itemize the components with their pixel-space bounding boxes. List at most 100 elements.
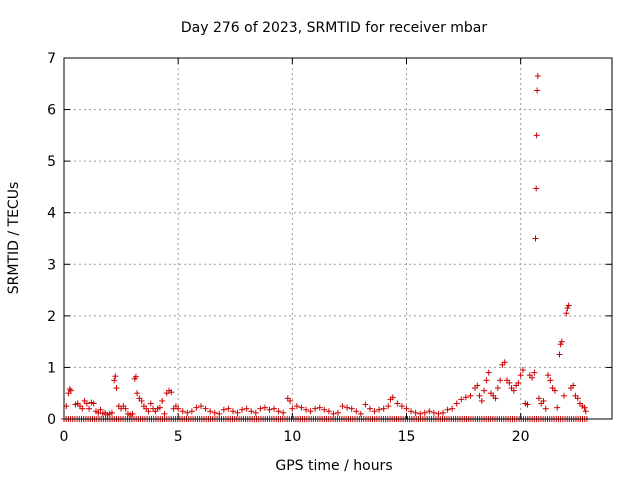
data-point	[362, 401, 369, 408]
y-tick-label: 5	[47, 154, 56, 170]
data-point	[156, 404, 163, 411]
data-point	[335, 409, 341, 416]
data-point	[95, 409, 102, 416]
data-point	[534, 73, 541, 80]
plot-frame	[63, 57, 613, 420]
data-point	[266, 406, 273, 413]
data-point	[261, 404, 268, 411]
data-point	[211, 409, 218, 416]
data-point	[408, 408, 415, 415]
data-point	[389, 394, 396, 401]
data-point	[90, 400, 97, 407]
data-point	[353, 408, 360, 415]
y-tick-label: 7	[47, 51, 56, 67]
data-point	[403, 405, 410, 412]
data-point	[161, 410, 168, 417]
data-point	[111, 377, 118, 384]
data-point	[339, 403, 346, 410]
data-point	[510, 387, 517, 394]
data-point	[220, 406, 227, 413]
data-point	[515, 379, 522, 386]
data-point	[108, 409, 115, 416]
data-point	[440, 409, 447, 416]
data-point	[481, 387, 488, 394]
data-point	[79, 405, 86, 412]
y-tick-label: 2	[47, 309, 56, 325]
data-point	[554, 404, 561, 411]
data-point	[497, 377, 504, 384]
y-axis-title: SRMTID / TECUs	[6, 182, 22, 295]
data-point	[132, 373, 139, 380]
data-point	[485, 369, 492, 376]
data-point	[535, 395, 542, 402]
data-point	[534, 87, 541, 94]
data-point	[398, 403, 405, 410]
data-point	[179, 408, 186, 415]
data-point	[385, 403, 392, 410]
data-point	[570, 382, 577, 389]
data-point	[325, 408, 332, 415]
data-point	[83, 400, 90, 407]
data-point	[524, 401, 531, 408]
data-point	[293, 403, 300, 410]
data-point	[540, 397, 547, 404]
data-point	[298, 404, 305, 411]
data-point	[532, 235, 539, 242]
data-point	[145, 408, 152, 415]
data-point	[478, 397, 485, 404]
data-point	[417, 410, 424, 417]
data-point	[545, 372, 552, 379]
data-point	[467, 392, 474, 399]
data-point	[129, 410, 136, 417]
data-point	[134, 390, 141, 397]
tick-layer: 0 1 2 3 4 5 6 7 0 5 10 15 20	[47, 51, 612, 445]
data-point	[444, 406, 451, 413]
data-point	[563, 310, 570, 317]
data-point	[113, 385, 120, 392]
data-point	[207, 408, 214, 415]
data-point	[453, 400, 460, 407]
data-point	[551, 387, 558, 394]
data-point	[202, 405, 209, 412]
data-point	[229, 408, 236, 415]
data-point	[483, 377, 490, 384]
data-point	[547, 377, 554, 384]
data-point	[557, 341, 564, 348]
data-point	[366, 405, 373, 412]
data-point	[348, 405, 355, 412]
data-point	[193, 404, 200, 411]
data-point	[474, 382, 481, 389]
y-tick-label: 0	[47, 412, 56, 428]
data-point	[97, 406, 104, 413]
data-point	[371, 408, 378, 415]
data-point	[494, 385, 501, 392]
data-point	[248, 408, 255, 415]
data-point	[257, 405, 264, 412]
data-point	[122, 405, 129, 412]
data-point	[216, 410, 223, 417]
data-point	[531, 369, 538, 376]
y-tick-label: 3	[47, 257, 56, 273]
data-point	[66, 386, 73, 393]
data-point	[147, 400, 154, 407]
data-point	[234, 409, 241, 416]
data-point	[321, 406, 328, 413]
data-point	[303, 406, 310, 413]
data-point	[506, 379, 513, 386]
x-axis-title: GPS time / hours	[275, 458, 392, 474]
data-point	[344, 404, 351, 411]
data-point	[380, 405, 387, 412]
data-point	[519, 367, 526, 374]
data-point	[476, 392, 483, 399]
data-point	[159, 397, 166, 404]
data-point	[67, 387, 74, 394]
data-point	[184, 409, 191, 416]
data-point	[565, 302, 572, 309]
y-tick-label: 6	[47, 103, 56, 119]
data-point	[564, 305, 571, 312]
data-point	[316, 404, 323, 411]
data-point	[542, 405, 549, 412]
x-tick-label: 0	[60, 429, 69, 445]
data-point	[280, 409, 287, 416]
